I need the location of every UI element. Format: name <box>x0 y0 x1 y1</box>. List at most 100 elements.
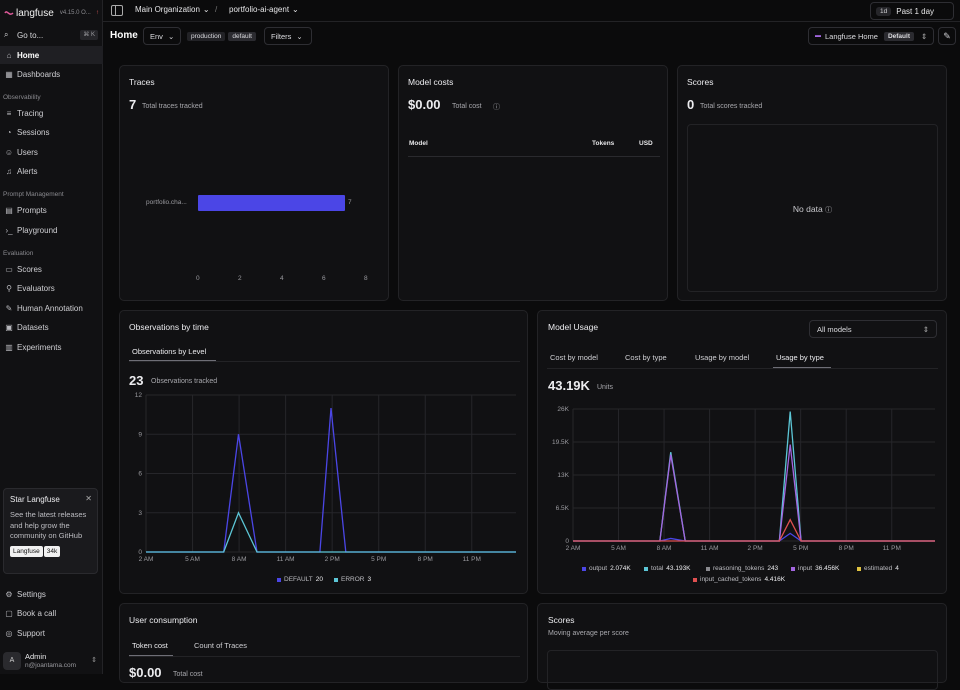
goto-button[interactable]: ⌕ Go to... ⌘ K <box>3 28 99 42</box>
sidebar-item-settings[interactable]: ⚙ Settings <box>0 585 103 603</box>
model-select[interactable]: All models ⇕ <box>809 320 937 338</box>
legend-count: 3 <box>367 576 372 583</box>
model-usage-card: Model Usage All models ⇕ Cost by model C… <box>537 310 947 594</box>
x-tick: 11 AM <box>277 556 295 563</box>
scores-title: Scores <box>687 77 714 87</box>
y-tick: 6 <box>138 471 142 478</box>
sidebar-item-label: Scores <box>17 264 42 274</box>
sidebar-item-label: Users <box>17 147 38 157</box>
x-tick: 4 <box>280 275 284 282</box>
update-icon[interactable]: ↑ <box>95 10 99 16</box>
x-tick: 11 PM <box>463 556 481 563</box>
dashboard-icon: ▬ <box>815 33 821 39</box>
scores-chart-area <box>547 650 938 690</box>
tab-token-cost[interactable]: Token cost <box>132 641 168 650</box>
legend-count: 4 <box>895 565 899 572</box>
sessions-icon: ◔ <box>6 127 12 137</box>
legend-count: 4.416K <box>764 576 786 583</box>
sidebar-item-label: Settings <box>17 589 46 599</box>
tab-count-of-traces[interactable]: Count of Traces <box>194 641 247 650</box>
x-tick: 11 AM <box>701 545 719 552</box>
legend-swatch <box>857 566 861 571</box>
sidebar-item-prompts[interactable]: ▤ Prompts <box>0 201 103 219</box>
x-tick: 8 AM <box>657 545 672 552</box>
legend-count: 243 <box>767 565 779 572</box>
env-chip-production[interactable]: production <box>187 31 226 41</box>
sidebar-item-label: Book a call <box>17 608 57 618</box>
chevron-down-icon: ⌄ <box>167 31 175 41</box>
col-model: Model <box>409 140 428 147</box>
consumption-value: $0.00 <box>129 665 162 680</box>
divider <box>129 656 520 657</box>
sidebar-item-alerts[interactable]: ♫ Alerts <box>0 162 103 180</box>
dashboard-selector[interactable]: ▬ Langfuse Home Default ⇕ <box>808 27 934 45</box>
col-usd: USD <box>639 140 653 147</box>
sidebar-item-users[interactable]: ☺ Users <box>0 143 103 161</box>
sidebar-item-datasets[interactable]: ▣ Datasets <box>0 318 103 336</box>
filters-button[interactable]: Filters ⌄ <box>264 27 312 45</box>
github-badge[interactable]: Langfuse 34k <box>10 545 91 557</box>
date-range-picker[interactable]: 1d Past 1 day <box>870 2 954 20</box>
traces-bar-value: 7 <box>348 199 352 206</box>
legend-estimated: estimated 4 <box>857 565 899 572</box>
sidebar-item-sessions[interactable]: ◔ Sessions <box>0 123 103 141</box>
sidebar-item-tracing[interactable]: ≡ Tracing <box>0 104 103 122</box>
calendar-icon: ▢ <box>5 608 13 618</box>
tab-cost-by-model[interactable]: Cost by model <box>550 353 598 362</box>
langfuse-logo-icon <box>4 11 14 15</box>
tab-usage-by-model[interactable]: Usage by model <box>695 353 750 362</box>
sidebar-item-support[interactable]: ◎ Support <box>0 624 103 642</box>
env-chips: production default <box>184 27 259 45</box>
x-tick: 8 <box>364 275 368 282</box>
x-tick: 0 <box>196 275 200 282</box>
goto-shortcut: ⌘ K <box>80 30 98 40</box>
tab-usage-by-type[interactable]: Usage by type <box>776 353 824 362</box>
sidebar-item-book-call[interactable]: ▢ Book a call <box>0 604 103 622</box>
legend-name: estimated <box>864 565 893 572</box>
close-icon[interactable]: ✕ <box>85 494 92 503</box>
tab-underline <box>773 367 831 368</box>
tab-observations-by-level[interactable]: Observations by Level <box>132 347 207 356</box>
col-tokens: Tokens <box>592 140 615 147</box>
tab-cost-by-type[interactable]: Cost by type <box>625 353 667 362</box>
info-icon[interactable]: ⓘ <box>825 207 833 214</box>
model-select-label: All models <box>817 324 852 334</box>
x-tick: 2 AM <box>139 556 154 563</box>
scores-moving-average-card: Scores Moving average per score <box>537 603 947 690</box>
legend-name: ERROR <box>341 576 365 583</box>
env-chip-default[interactable]: default <box>228 31 256 41</box>
edit-icon[interactable]: ✎ <box>938 27 956 45</box>
annotation-icon: ✎ <box>5 303 13 313</box>
scores-sub: Total scores tracked <box>700 103 763 110</box>
sidebar-item-human-annotation[interactable]: ✎ Human Annotation <box>0 299 103 317</box>
sidebar-item-label: Dashboards <box>17 69 61 79</box>
sidebar-toggle-icon[interactable] <box>111 5 123 16</box>
sidebar-item-dashboards[interactable]: ▦ Dashboards <box>0 65 103 83</box>
y-tick: 0 <box>138 549 142 556</box>
sidebar-item-home[interactable]: ⌂ Home <box>0 46 103 64</box>
y-tick: 12 <box>135 392 143 399</box>
divider <box>547 368 938 369</box>
tab-underline <box>129 360 216 361</box>
env-selector[interactable]: Env ⌄ <box>143 27 181 45</box>
sidebar-item-scores[interactable]: ▭ Scores <box>0 260 103 278</box>
org-selector[interactable]: Main Organization ⌄ <box>135 5 210 14</box>
sidebar-item-evaluators[interactable]: ⚲ Evaluators <box>0 279 103 297</box>
project-selector[interactable]: portfolio-ai-agent ⌄ <box>229 5 299 14</box>
sidebar-item-experiments[interactable]: ▥ Experiments <box>0 338 103 356</box>
filters-label: Filters <box>271 31 292 41</box>
traces-bar <box>198 195 345 211</box>
info-icon[interactable]: ⓘ <box>493 104 500 111</box>
database-icon: ▣ <box>5 322 13 332</box>
dashboard-value: Default <box>883 31 914 41</box>
legend-swatch <box>693 577 697 582</box>
file-icon: ▤ <box>5 205 13 215</box>
y-tick: 19.5K <box>552 439 570 446</box>
gear-icon: ⚙ <box>5 589 13 599</box>
sidebar-item-playground[interactable]: ›_ Playground <box>0 221 103 239</box>
scores-empty-area: No data ⓘ <box>687 124 938 292</box>
section-evaluation: Evaluation <box>3 250 34 257</box>
user-menu[interactable]: A Admin n@joantama.com ⇕ <box>3 650 99 670</box>
brand[interactable]: langfuse v4.15.0 O... ↑ <box>4 6 99 20</box>
x-tick: 6 <box>322 275 326 282</box>
